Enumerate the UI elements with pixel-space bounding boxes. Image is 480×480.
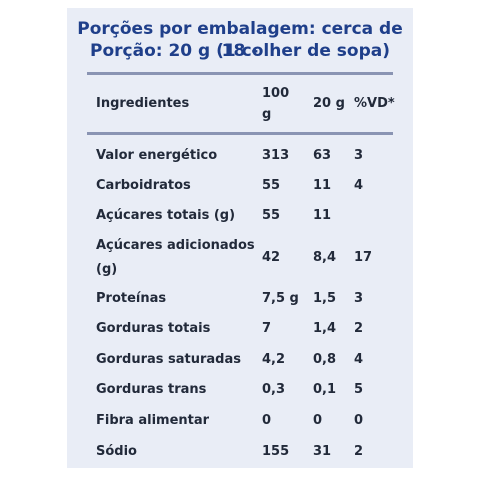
row-name-valor-energetico: Valor energético [96,148,218,163]
servings-per-package-title: Porções por embalagem: cerca de 18 - [77,19,403,61]
serving-size-title: Porção: 20 g (1 colher de sopa) [90,41,390,61]
row-per100-gorduras-saturadas: 4,2 [262,352,286,367]
row-vd-fibra-alimentar: 0 [354,413,364,428]
column-header-per100-line1: 100 [262,86,290,101]
row-name-proteinas: Proteínas [96,291,167,306]
row-per100-gorduras-totais: 7 [262,321,272,336]
row-per100-gorduras-trans: 0,3 [262,382,286,397]
row-per100-fibra-alimentar: 0 [262,413,272,428]
header-bottom-divider [87,132,393,135]
row-portion-gorduras-trans: 0,1 [313,382,337,397]
row-portion-gorduras-totais: 1,4 [313,321,337,336]
row-name-gorduras-saturadas: Gorduras saturadas [96,352,241,367]
row-vd-proteinas: 3 [354,291,364,306]
row-portion-proteinas: 1,5 [313,291,337,306]
row-per100-acucares-adicionados: 42 [262,250,281,265]
row-vd-gorduras-totais: 2 [354,321,364,336]
row-portion-valor-energetico: 63 [313,148,332,163]
row-portion-acucares-totais: 11 [313,208,332,223]
row-name-sodio: Sódio [96,444,137,459]
row-per100-carboidratos: 55 [262,178,281,193]
header-top-divider [87,72,393,75]
row-vd-carboidratos: 4 [354,178,364,193]
row-vd-gorduras-trans: 5 [354,382,364,397]
column-header-per100-line2: g [262,107,272,122]
nutrition-table-panel: Porções por embalagem: cerca de 18 - Por… [67,8,413,468]
row-per100-valor-energetico: 313 [262,148,290,163]
row-name-fibra-alimentar: Fibra alimentar [96,413,210,428]
column-header-vd: %VD* [354,96,395,111]
row-portion-acucares-adicionados: 8,4 [313,250,337,265]
row-vd-acucares-adicionados: 17 [354,250,373,265]
row-name-carboidratos: Carboidratos [96,178,191,193]
row-name-acucares-adicionados-line2: (g) [96,262,118,277]
row-portion-carboidratos: 11 [313,178,332,193]
row-name-gorduras-trans: Gorduras trans [96,382,207,397]
column-header-portion: 20 g [313,96,345,111]
row-vd-sodio: 2 [354,444,364,459]
row-per100-acucares-totais: 55 [262,208,281,223]
column-header-ingredients: Ingredientes [96,96,190,111]
row-per100-proteinas: 7,5 g [262,291,299,306]
row-vd-valor-energetico: 3 [354,148,364,163]
row-portion-sodio: 31 [313,444,332,459]
row-vd-gorduras-saturadas: 4 [354,352,364,367]
row-name-gorduras-totais: Gorduras totais [96,321,211,336]
row-portion-fibra-alimentar: 0 [313,413,323,428]
row-per100-sodio: 155 [262,444,290,459]
row-name-acucares-totais: Açúcares totais (g) [96,208,236,223]
row-portion-gorduras-saturadas: 0,8 [313,352,337,367]
row-name-acucares-adicionados-line1: Açúcares adicionados [96,238,255,253]
